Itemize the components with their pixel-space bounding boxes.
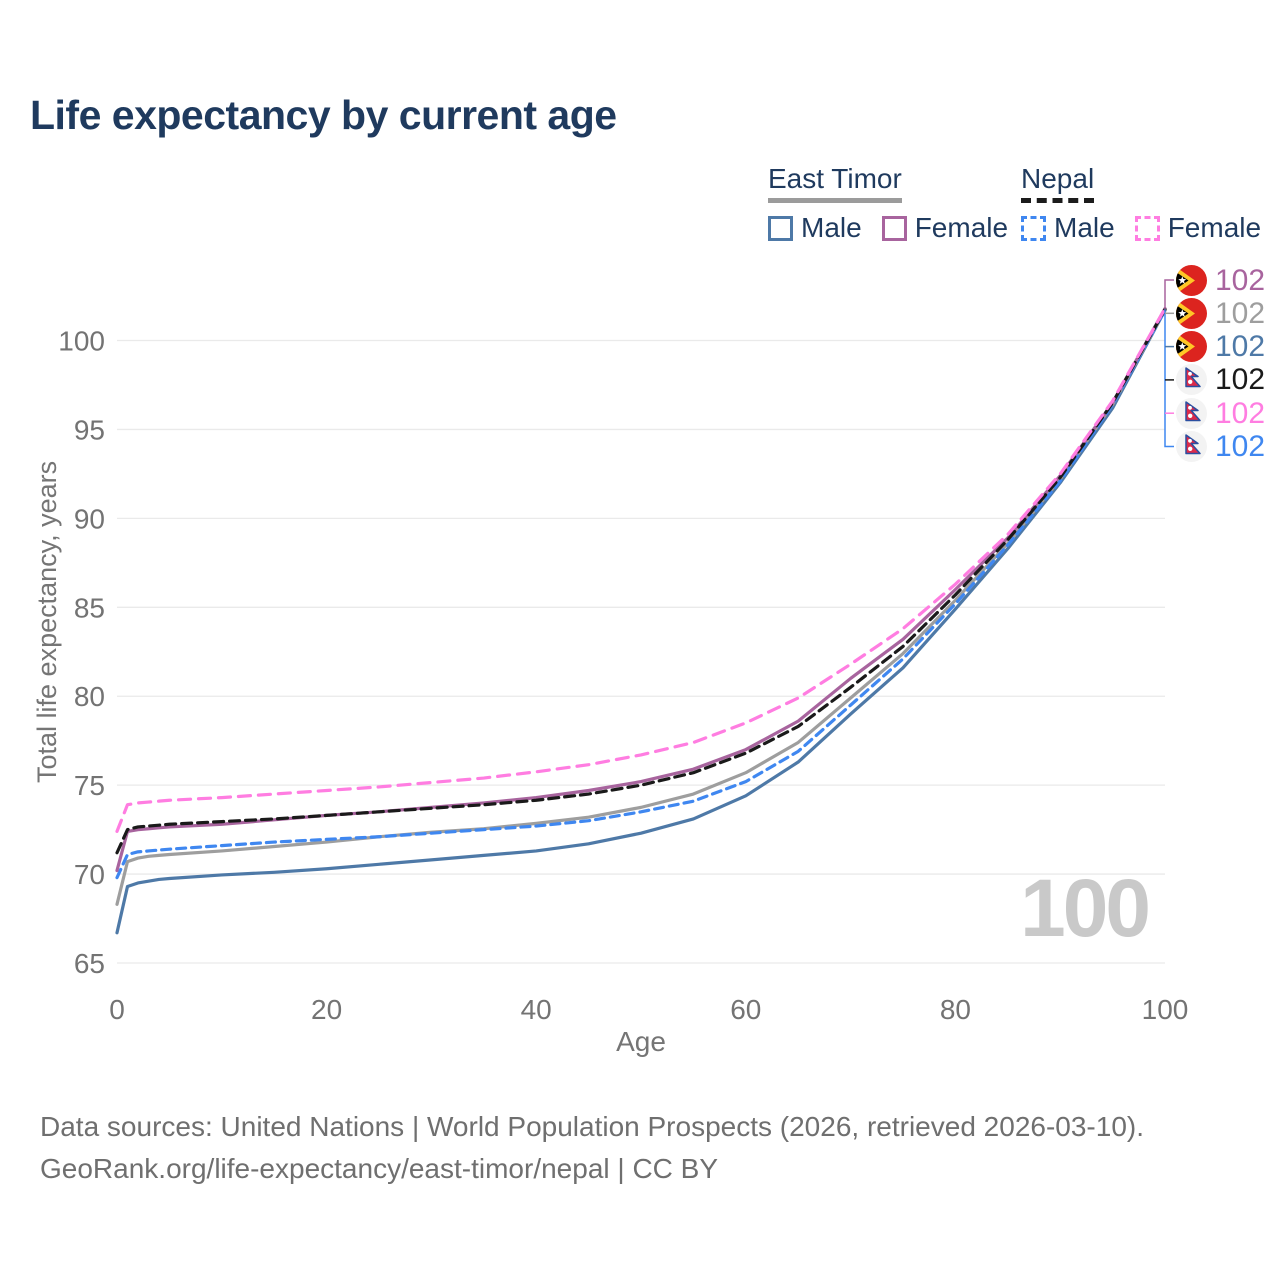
x-tick-label: 0 <box>109 994 125 1025</box>
y-tick-label: 70 <box>74 859 105 890</box>
legend-label: Male <box>801 212 862 243</box>
series-line-east-timor-female[interactable] <box>115 306 1167 873</box>
x-tick-label: 80 <box>940 994 971 1025</box>
y-axis-title: Total life expectancy, years <box>32 460 62 783</box>
legend-item-east-timor-female[interactable]: Female <box>881 212 1009 244</box>
legend-swatch-nepal-male[interactable] <box>1021 215 1046 241</box>
y-tick-label: 75 <box>74 770 105 801</box>
legend-group-east-timor: East Timor Male Female <box>768 163 1028 244</box>
legend-country-east-timor: East Timor <box>768 163 902 203</box>
series-line-nepal-female[interactable] <box>115 306 1167 833</box>
chart-legend: East Timor Male Female Nepal Male Female <box>0 163 1280 243</box>
age-watermark: 100 <box>1020 863 1151 954</box>
legend-swatch-east-timor-male[interactable] <box>768 215 793 241</box>
x-tick-label: 20 <box>311 994 342 1025</box>
x-tick-label: 40 <box>521 994 552 1025</box>
y-tick-label: 80 <box>74 681 105 712</box>
y-tick-label: 100 <box>58 326 105 357</box>
endpoint-connector <box>1164 309 1174 448</box>
legend-swatch-east-timor-female[interactable] <box>881 215 907 241</box>
series-line-nepal-male[interactable] <box>115 308 1167 880</box>
x-axis-title: Age <box>616 1026 666 1057</box>
legend-item-nepal-male[interactable]: Male <box>1021 212 1115 244</box>
x-tick-label: 100 <box>1142 994 1189 1025</box>
footer: Data sources: United Nations | World Pop… <box>40 1106 1144 1190</box>
y-tick-label: 95 <box>74 414 105 445</box>
chart-title: Life expectancy by current age <box>30 92 617 138</box>
legend-label: Male <box>1054 212 1115 243</box>
y-tick-label: 85 <box>74 592 105 623</box>
series-line-nepal-both[interactable] <box>115 307 1167 855</box>
y-tick-label: 90 <box>74 503 105 534</box>
legend-label: Female <box>914 212 1009 243</box>
legend-label: Female <box>1167 212 1262 243</box>
legend-group-nepal: Nepal Male Female <box>1021 163 1280 244</box>
footer-attribution: GeoRank.org/life-expectancy/east-timor/n… <box>40 1153 719 1184</box>
series-line-east-timor-both[interactable] <box>115 308 1167 906</box>
y-tick-label: 65 <box>74 948 105 979</box>
legend-item-nepal-female[interactable]: Female <box>1134 212 1262 244</box>
legend-item-east-timor-male[interactable]: Male <box>768 212 862 244</box>
endpoint-connector <box>1164 279 1174 310</box>
footer-data-sources: Data sources: United Nations | World Pop… <box>40 1111 1145 1142</box>
legend-swatch-nepal-female[interactable] <box>1134 215 1160 241</box>
series-line-east-timor-male[interactable] <box>115 308 1167 935</box>
x-tick-label: 60 <box>730 994 761 1025</box>
legend-country-nepal: Nepal <box>1021 163 1095 203</box>
